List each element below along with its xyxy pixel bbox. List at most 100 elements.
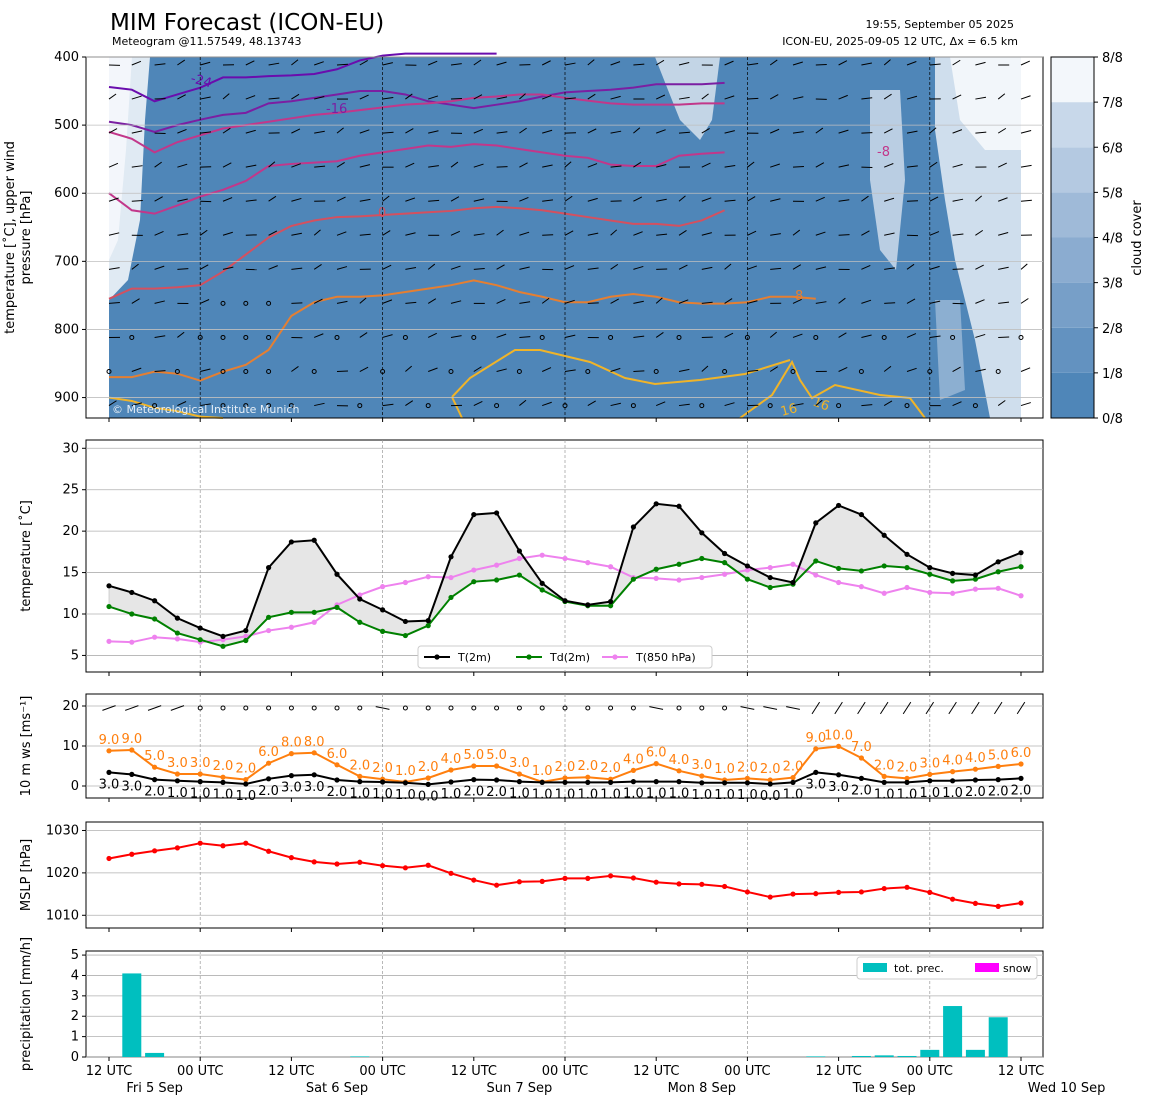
wind-barb — [610, 61, 621, 66]
temp-data-point — [357, 619, 363, 625]
temp-data-point — [311, 537, 317, 543]
wind-barb — [359, 59, 368, 66]
wind-barb — [1020, 402, 1031, 407]
wind-speed-value-label: 1.0 — [897, 787, 918, 802]
wind-barb — [359, 366, 369, 372]
temp-data-point — [288, 539, 294, 545]
surface-wind-calm — [722, 705, 728, 711]
gust-value-label: 8.0 — [281, 736, 302, 751]
cloud-cover-contour — [655, 57, 720, 140]
day-label: Sat 6 Sep — [306, 1081, 368, 1096]
wind-barb — [952, 59, 961, 66]
surface-wind-barb — [925, 701, 935, 715]
surface-wind-barb — [971, 701, 980, 715]
wind-barb — [770, 267, 782, 270]
temp-data-point — [767, 574, 773, 581]
wind-barb — [154, 370, 166, 373]
wind-barb — [701, 197, 712, 202]
wind-barb — [154, 265, 165, 270]
wind-barb — [1020, 60, 1030, 66]
wind-barb — [245, 95, 256, 100]
temp-data-point — [1018, 593, 1024, 599]
colorbar-tick-label: 0/8 — [1102, 412, 1123, 427]
wind-speed-value-label: 3.0 — [805, 777, 826, 792]
mslp-data-point — [266, 848, 272, 854]
wind-barb — [724, 263, 732, 270]
surface-wind-calm — [220, 705, 226, 711]
time-tick-label: 12 UTC — [815, 1064, 861, 1079]
temp-legend — [417, 645, 713, 669]
wind-barb — [154, 230, 164, 236]
colorbar-segment — [1051, 57, 1094, 103]
wind-barb-calm — [722, 369, 728, 375]
colorbar-tick-label: 1/8 — [1102, 367, 1123, 382]
model-run-info: ICON-EU, 2025-09-05 12 UTC, Δx = 6.5 km — [782, 35, 1018, 48]
wind-speed-value-label: 1.0 — [623, 787, 644, 802]
wind-barb — [656, 164, 667, 168]
surface-wind-barb — [786, 706, 800, 710]
gust-data-point — [174, 771, 180, 777]
wind-speed-value-label: 1.0 — [509, 787, 530, 802]
precip-bar — [920, 1049, 940, 1057]
wind-barb — [884, 163, 894, 168]
gust-data-point — [448, 767, 454, 773]
mslp-data-point — [608, 873, 614, 879]
wind-barb — [633, 265, 644, 270]
wind-barb — [177, 163, 188, 168]
wind-barb — [564, 265, 575, 270]
gust-value-label: 3.0 — [509, 756, 530, 771]
wind-speed-value-label: 1.0 — [919, 786, 940, 801]
wind-barb — [382, 334, 393, 338]
wind-barb — [519, 93, 526, 100]
wind-barb — [131, 263, 139, 270]
gust-value-label: 6.0 — [258, 745, 279, 760]
mslp-data-point — [243, 840, 249, 846]
mslp-data-point — [288, 855, 294, 861]
wind-barb — [884, 302, 896, 304]
wind-speed-data-point — [494, 777, 500, 783]
wind-barb — [838, 366, 848, 372]
surface-wind-barb — [147, 705, 162, 711]
upper-ytick-label: 600 — [54, 186, 79, 201]
temp-data-point — [539, 587, 545, 593]
wind-speed-value-label: 2.0 — [258, 784, 279, 799]
colorbar-segment — [1051, 192, 1094, 238]
isotherm-line — [108, 205, 726, 300]
wind-barb — [200, 61, 211, 66]
chart-subtitle: Meteogram @11.57549, 48.13743 — [112, 35, 302, 48]
wind-barb-calm — [266, 334, 272, 340]
wind-barb-calm — [425, 403, 431, 409]
wind-speed-value-label: 1.0 — [349, 787, 370, 802]
wind-speed-data-point — [471, 777, 477, 783]
wind-barb — [291, 197, 302, 202]
wind-barb — [222, 266, 234, 270]
wind-barb — [428, 165, 439, 168]
wind-barb — [108, 232, 120, 236]
temp-data-point — [653, 566, 659, 572]
wind-barb — [496, 229, 504, 236]
gust-data-point — [106, 748, 112, 754]
wind-speed-data-point — [334, 777, 340, 783]
temp-data-point — [197, 625, 203, 631]
wind-barb — [861, 334, 872, 338]
wind-speed-value-label: 1.0 — [441, 787, 462, 802]
surface-wind-calm — [197, 705, 203, 711]
cloud-cover-contour — [935, 300, 965, 400]
upper-ylabel: pressure [hPa] — [19, 191, 34, 285]
wind-barb — [450, 196, 460, 202]
wind-speed-value-label: 1.0 — [646, 787, 667, 802]
temp-data-point — [744, 576, 751, 582]
wind-barb — [906, 367, 917, 372]
wind-barb — [655, 59, 665, 66]
mslp-data-point — [380, 863, 386, 869]
temp-data-point — [448, 554, 454, 560]
surface-wind-calm — [699, 705, 705, 711]
wind-barb — [200, 368, 211, 372]
wind-barb — [975, 131, 987, 134]
wind-barb — [428, 60, 438, 66]
mslp-data-point — [699, 881, 705, 887]
wind-barb — [382, 403, 394, 407]
wind-barb — [952, 129, 963, 134]
wind-barb — [769, 366, 778, 372]
wind-barb — [496, 298, 506, 304]
